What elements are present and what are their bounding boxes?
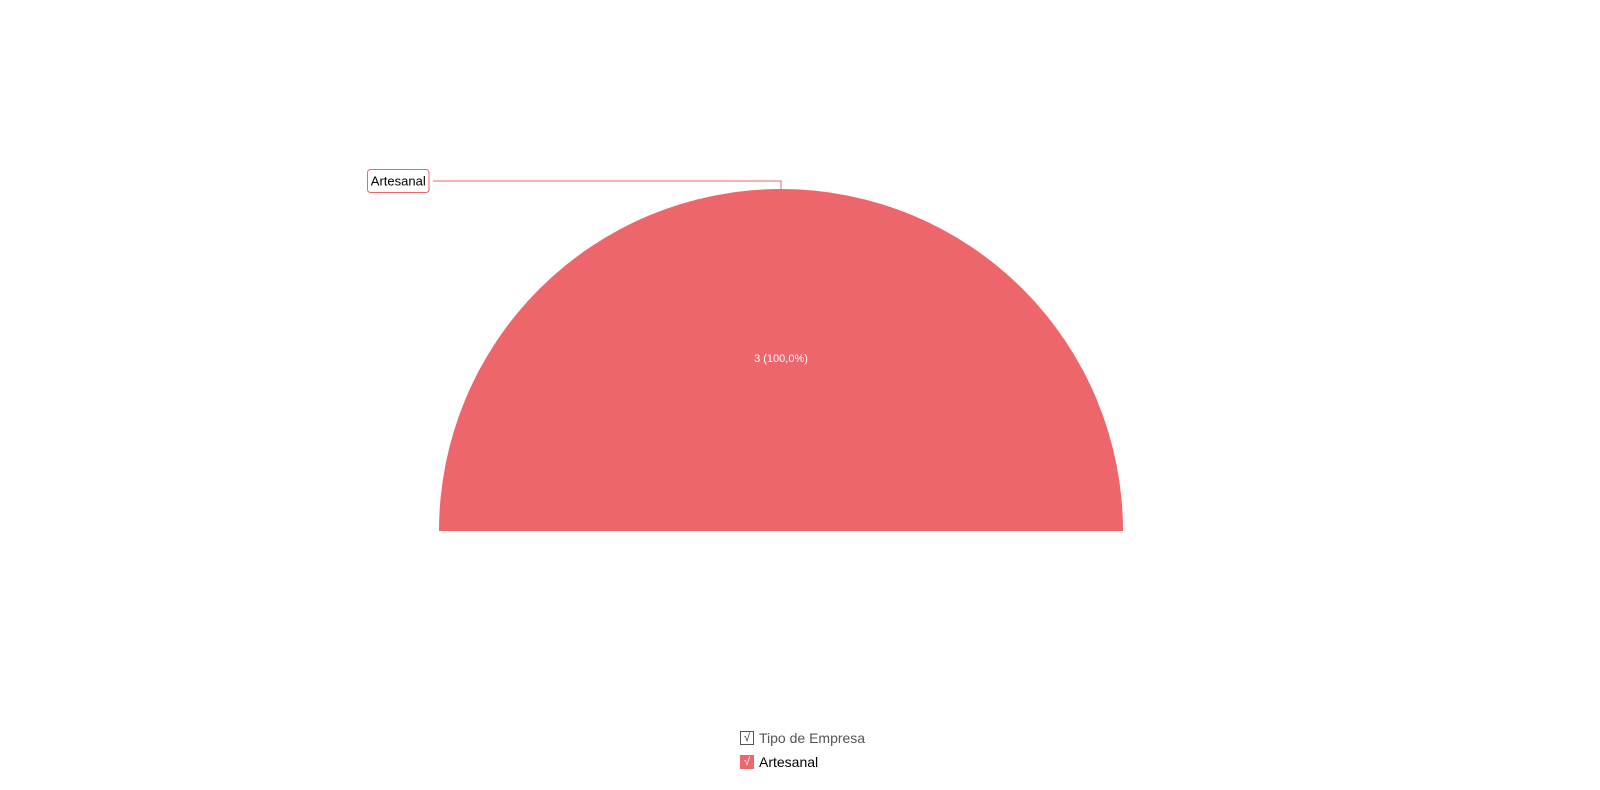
legend: √ Tipo de Empresa √ Artesanal: [740, 726, 865, 774]
legend-toggle-all-checkbox[interactable]: √: [740, 731, 754, 745]
legend-title-row[interactable]: √ Tipo de Empresa: [740, 726, 865, 750]
slice-value-label: 3 (100,0%): [754, 353, 808, 365]
legend-swatch-checkbox[interactable]: √: [740, 755, 754, 769]
callout-connector-line: [433, 180, 782, 189]
pie-slice-artesanal[interactable]: [439, 189, 1123, 531]
callout-category-label: Artesanal: [371, 173, 426, 188]
legend-item-label: Artesanal: [759, 754, 819, 770]
legend-title: Tipo de Empresa: [759, 730, 866, 746]
legend-item-artesanal[interactable]: √ Artesanal: [740, 750, 865, 774]
pie-labels: 3 (100,0%) Artesanal: [367, 169, 808, 365]
pie-slices: [439, 189, 1123, 531]
callout-label-box: [367, 169, 430, 193]
